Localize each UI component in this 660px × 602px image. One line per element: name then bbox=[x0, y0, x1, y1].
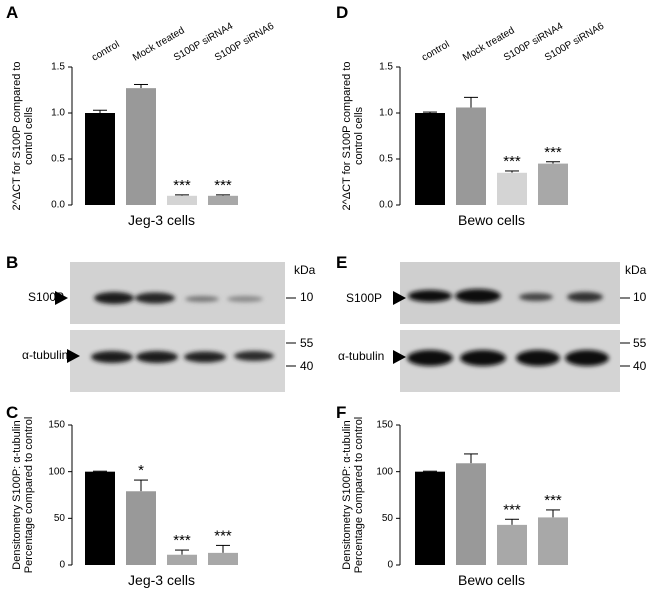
blot-bands bbox=[91, 292, 274, 363]
y-axis-label: Densitometry S100P: α-tubulin bbox=[11, 420, 23, 569]
y-tick-label: 100 bbox=[48, 466, 65, 477]
y-tick-label: 0.5 bbox=[51, 154, 65, 165]
y-axis-label: Percentage compared to control bbox=[23, 417, 35, 574]
y-tick-label: 1.5 bbox=[379, 62, 393, 73]
annotation: *** bbox=[173, 177, 191, 194]
blot-bands bbox=[407, 289, 609, 366]
panel-letter: E bbox=[336, 253, 347, 272]
arrow bbox=[67, 349, 80, 363]
y-axis-label: control cells bbox=[353, 106, 365, 165]
y-tick-label: 0 bbox=[59, 560, 65, 571]
unit-label: kDa bbox=[294, 263, 316, 277]
y-axis-label: control cells bbox=[23, 106, 35, 165]
y-tick-label: 1.5 bbox=[51, 62, 65, 73]
y-tick-label: 50 bbox=[54, 513, 66, 524]
bar bbox=[456, 107, 486, 205]
panel-letter: D bbox=[336, 3, 348, 22]
y-axis-label: 2^ΔCT for S100P compared to bbox=[341, 61, 353, 210]
marker-label: 40 bbox=[633, 359, 647, 373]
bar bbox=[167, 195, 197, 205]
arrow bbox=[393, 350, 406, 364]
marker-label: 10 bbox=[300, 290, 314, 304]
bar bbox=[415, 113, 445, 205]
arrow bbox=[55, 291, 68, 305]
y-tick-label: 150 bbox=[48, 420, 65, 431]
bar bbox=[538, 517, 568, 565]
panel-letter: F bbox=[336, 403, 346, 422]
bar bbox=[85, 113, 115, 205]
x-tick-label: control bbox=[90, 39, 121, 64]
annotation: * bbox=[138, 462, 144, 479]
blot-strip bbox=[70, 262, 285, 324]
bar bbox=[497, 172, 527, 205]
bar bbox=[208, 552, 238, 565]
x-tick-label: control bbox=[420, 39, 451, 64]
y-tick-label: 0.5 bbox=[379, 154, 393, 165]
annotation: *** bbox=[214, 527, 232, 544]
y-tick-label: 100 bbox=[376, 466, 393, 477]
y-tick-label: 0 bbox=[387, 560, 393, 571]
marker-label: 55 bbox=[300, 336, 314, 350]
bar bbox=[497, 524, 527, 565]
panel-letter: A bbox=[6, 3, 18, 22]
bar bbox=[167, 554, 197, 565]
y-tick-label: 1.0 bbox=[379, 108, 393, 119]
band-label: S100P bbox=[346, 291, 382, 305]
marker-label: 10 bbox=[633, 290, 647, 304]
band-label: α-tubulin bbox=[338, 349, 384, 363]
marker-label: 40 bbox=[300, 359, 314, 373]
annotation: *** bbox=[173, 532, 191, 549]
bar bbox=[126, 88, 156, 205]
bar bbox=[85, 471, 115, 565]
y-tick-label: 150 bbox=[376, 420, 393, 431]
bar bbox=[456, 463, 486, 565]
x-axis-label: Bewo cells bbox=[458, 212, 525, 228]
bar bbox=[415, 471, 445, 565]
arrow bbox=[393, 291, 406, 305]
x-axis-label: Jeg-3 cells bbox=[128, 212, 195, 228]
annotation: *** bbox=[214, 177, 232, 194]
band-label: α-tubulin bbox=[22, 348, 68, 362]
y-tick-label: 50 bbox=[382, 513, 394, 524]
annotation: *** bbox=[544, 144, 562, 161]
y-tick-label: 1.0 bbox=[51, 108, 65, 119]
unit-label: kDa bbox=[625, 263, 647, 277]
blot-e: E S100P α-tubulin kDa 10 55 40 bbox=[336, 253, 647, 392]
blot-b: B S100P α-tubulin kDa 10 55 40 bbox=[6, 253, 316, 392]
marker-label: 55 bbox=[633, 336, 647, 350]
bar bbox=[126, 491, 156, 565]
annotation: *** bbox=[503, 501, 521, 518]
x-axis-label: Jeg-3 cells bbox=[128, 572, 195, 588]
x-axis-label: Bewo cells bbox=[458, 572, 525, 588]
annotation: *** bbox=[503, 153, 521, 170]
annotation: *** bbox=[544, 492, 562, 509]
panel-letter: B bbox=[6, 253, 18, 272]
y-axis-label: 2^ΔCT for S100P compared to bbox=[11, 61, 23, 210]
y-axis-label: Percentage compared to control bbox=[353, 417, 365, 574]
y-axis-label: Densitometry S100P: α-tubulin bbox=[341, 420, 353, 569]
panel-letter: C bbox=[6, 403, 18, 422]
bar bbox=[208, 195, 238, 205]
bar bbox=[538, 163, 568, 205]
y-tick-label: 0.0 bbox=[51, 200, 65, 211]
y-tick-label: 0.0 bbox=[379, 200, 393, 211]
